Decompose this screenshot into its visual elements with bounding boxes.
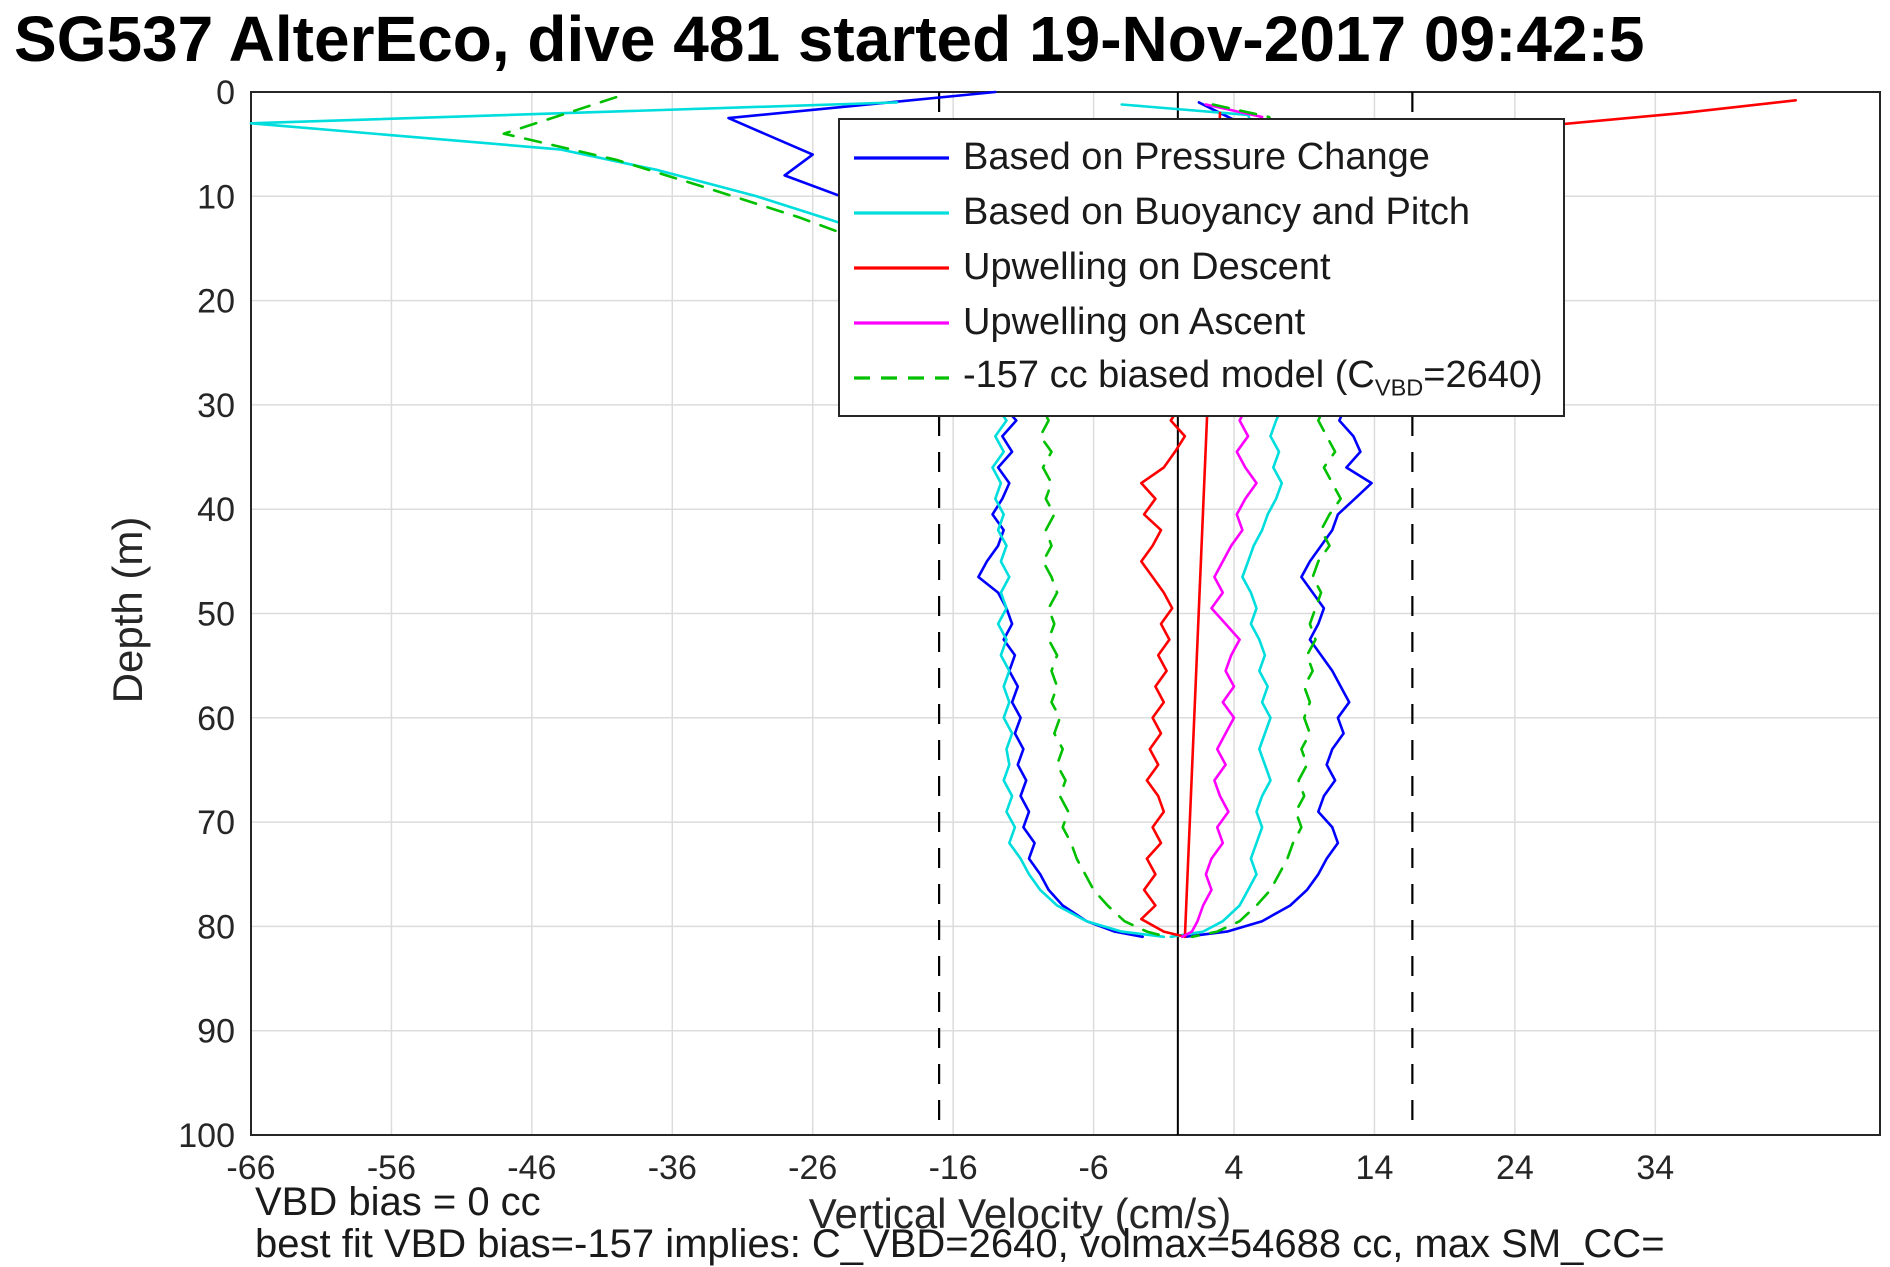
chart-title: SG537 AlterEco, dive 481 started 19-Nov-… bbox=[14, 3, 1645, 75]
y-tick-label: 30 bbox=[197, 387, 235, 425]
legend-line-sample-icon bbox=[854, 265, 949, 270]
legend-item-label: Based on Buoyancy and Pitch bbox=[963, 191, 1471, 233]
x-tick-label: -46 bbox=[507, 1149, 556, 1187]
y-tick-label: 90 bbox=[197, 1013, 235, 1051]
x-tick-label: -56 bbox=[367, 1149, 416, 1187]
x-tick-label: -6 bbox=[1078, 1149, 1108, 1187]
legend-line-sample-icon bbox=[854, 155, 949, 160]
legend-item: Upwelling on Ascent bbox=[854, 295, 1543, 350]
legend-item-label: Based on Pressure Change bbox=[963, 136, 1430, 178]
legend-line-sample-icon bbox=[854, 320, 949, 325]
y-tick-label: 70 bbox=[197, 804, 235, 842]
best-fit-annotation: best fit VBD bias=-157 implies: C_VBD=26… bbox=[255, 1222, 1665, 1266]
legend-item-label: Upwelling on Descent bbox=[963, 246, 1331, 288]
x-tick-label: 34 bbox=[1636, 1149, 1674, 1187]
plot-border bbox=[250, 91, 1881, 1136]
x-tick-label: 24 bbox=[1496, 1149, 1534, 1187]
x-tick-label: 14 bbox=[1356, 1149, 1394, 1187]
legend-item-label: Upwelling on Ascent bbox=[963, 301, 1306, 343]
y-tick-label: 60 bbox=[197, 700, 235, 738]
y-tick-label: 0 bbox=[216, 74, 235, 112]
y-tick-label: 40 bbox=[197, 491, 235, 529]
vbd-bias-annotation: VBD bias = 0 cc bbox=[255, 1180, 541, 1224]
y-tick-label: 80 bbox=[197, 908, 235, 946]
y-tick-label: 10 bbox=[197, 178, 235, 216]
x-tick-label: -36 bbox=[648, 1149, 697, 1187]
y-axis-label: Depth (m) bbox=[104, 516, 151, 704]
legend-line-sample-icon bbox=[854, 210, 949, 215]
legend: Based on Pressure Change Based on Buoyanc… bbox=[838, 118, 1565, 417]
legend-item-label: -157 cc biased model (CVBD=2640) bbox=[963, 353, 1543, 401]
legend-item: Based on Pressure Change bbox=[854, 130, 1543, 185]
y-tick-label: 100 bbox=[178, 1117, 235, 1155]
legend-item: -157 cc biased model (CVBD=2640) bbox=[854, 350, 1543, 405]
legend-item: Upwelling on Descent bbox=[854, 240, 1543, 295]
y-tick-label: 50 bbox=[197, 596, 235, 634]
y-tick-label: 20 bbox=[197, 283, 235, 321]
x-tick-label: -66 bbox=[226, 1149, 275, 1187]
x-axis-label: Vertical Velocity (cm/s) bbox=[808, 1190, 1232, 1237]
x-tick-label: 4 bbox=[1225, 1149, 1244, 1187]
x-tick-label: -26 bbox=[788, 1149, 837, 1187]
legend-item: Based on Buoyancy and Pitch bbox=[854, 185, 1543, 240]
x-tick-label: -16 bbox=[929, 1149, 978, 1187]
legend-line-sample-icon bbox=[854, 375, 949, 380]
